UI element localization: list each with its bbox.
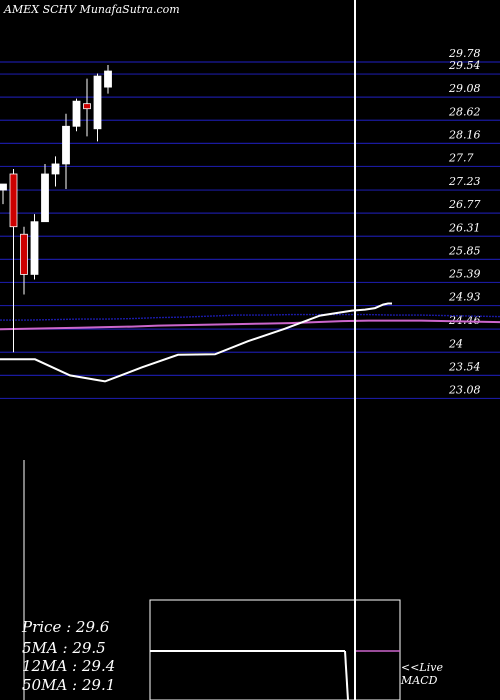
ma50-readout: 50MA : 29.1: [22, 676, 116, 694]
candle-body: [104, 70, 112, 88]
y-tick-label: 25.85: [448, 244, 481, 257]
price-readout: Price : 29.6: [22, 618, 110, 636]
y-tick-label: 24: [448, 337, 463, 350]
candle-body: [30, 221, 39, 275]
candle-body: [0, 183, 7, 191]
y-tick-label: 24.93: [448, 291, 481, 304]
y-tick-label: 29.78: [448, 47, 481, 60]
macd-label-macd: MACD: [401, 674, 438, 687]
candle-body: [51, 163, 60, 175]
ma12-readout: 12MA : 29.4: [22, 657, 116, 675]
cursor-line: [23, 0, 356, 700]
chart-title: AMEX SCHV MunafaSutra.com: [4, 3, 180, 16]
macd-panel: [0, 302, 401, 700]
candle-body: [62, 125, 70, 165]
ma5-readout: 5MA : 29.5: [22, 639, 106, 657]
y-tick-label: 27.7: [448, 151, 474, 164]
candle-body: [20, 233, 28, 275]
y-tick-label: 26.77: [448, 198, 481, 211]
candles: [0, 65, 112, 353]
candle-body: [83, 103, 91, 110]
y-tick-label: 27.23: [448, 175, 481, 188]
ma-short-line: [0, 313, 500, 321]
y-tick-label: 23.08: [448, 383, 481, 396]
y-tick-label: 23.54: [448, 360, 481, 373]
candle-body: [9, 173, 18, 228]
y-tick-label: 29.08: [448, 82, 481, 95]
grid-lines: [0, 61, 500, 400]
moving-averages: [0, 313, 500, 331]
candle-body: [72, 100, 81, 127]
ma-long-line: [0, 319, 500, 331]
macd-label-live: <<Live: [401, 661, 443, 674]
macd-drop-line: [344, 650, 349, 700]
y-tick-label: 25.39: [448, 267, 481, 280]
y-tick-label: 28.62: [448, 105, 481, 118]
y-tick-label: 26.31: [448, 221, 481, 234]
y-tick-label: 28.16: [448, 128, 481, 141]
candle-body: [93, 75, 102, 130]
macd-line: [0, 302, 392, 383]
candle-body: [41, 173, 49, 223]
y-tick-label: 29.54: [448, 59, 481, 72]
